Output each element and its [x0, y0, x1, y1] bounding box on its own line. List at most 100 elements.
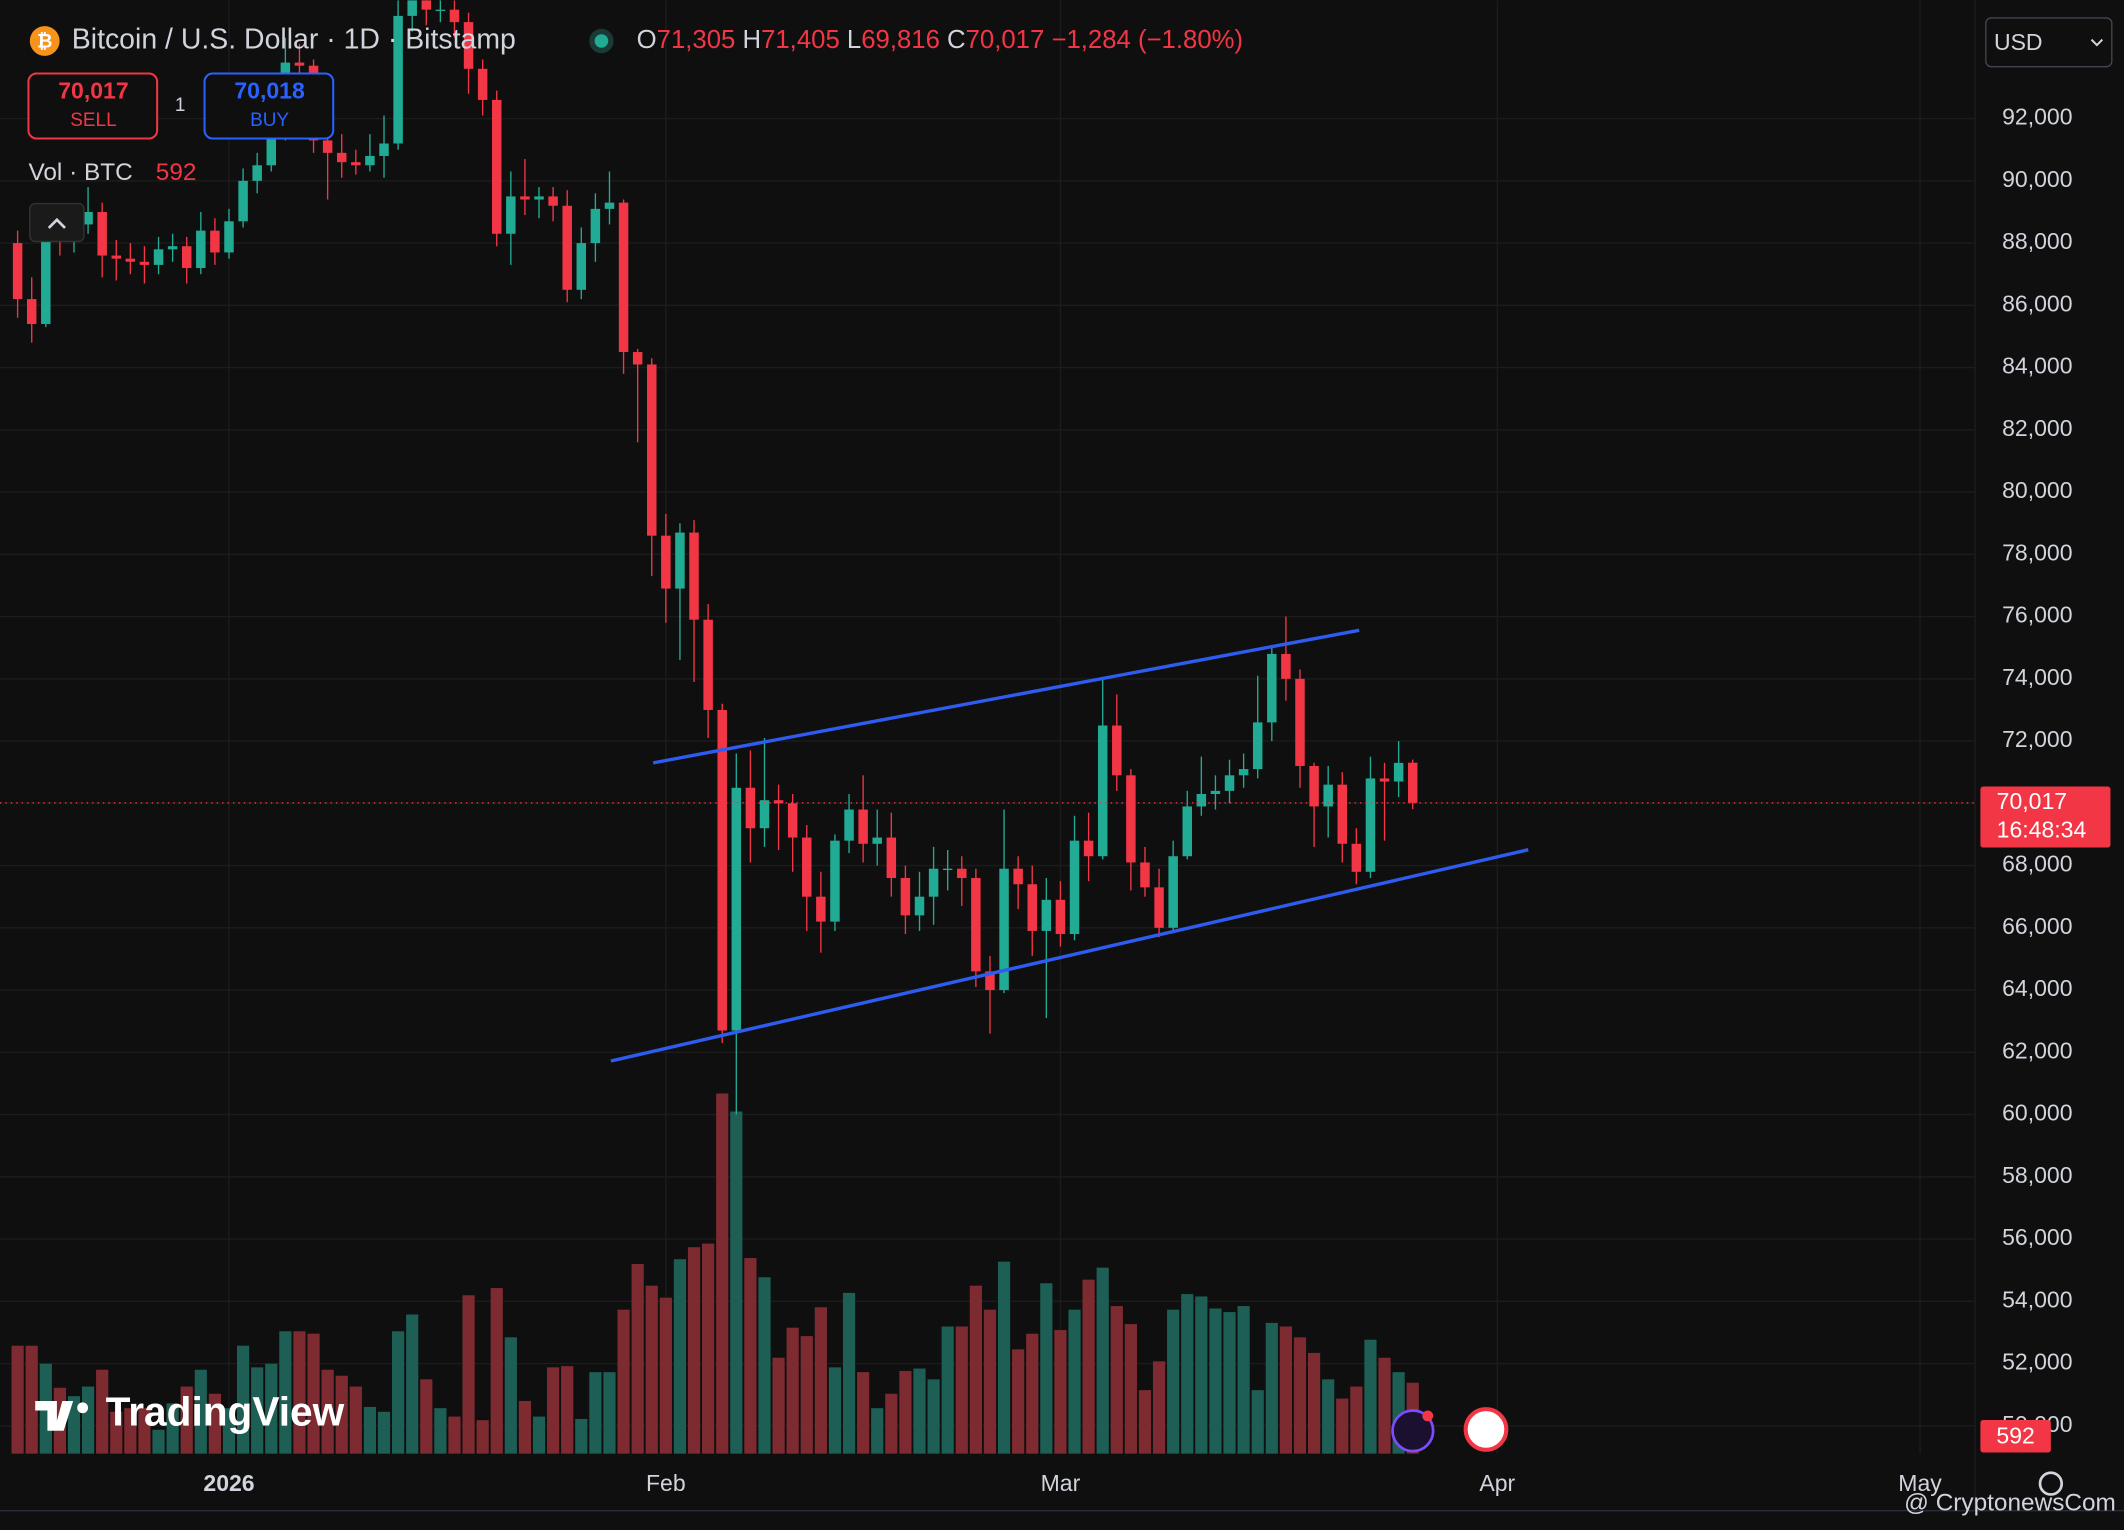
volume-bar [236, 1345, 250, 1454]
candle-body [562, 205, 572, 290]
volume-bar [1181, 1294, 1194, 1454]
volume-bar [532, 1416, 546, 1454]
x-tick-label: Mar [1041, 1470, 1081, 1496]
candle-body [548, 196, 558, 206]
assistant-icon[interactable] [1391, 1409, 1435, 1453]
candle-body [167, 246, 178, 250]
candle-body [393, 15, 403, 144]
volume-bar [166, 1403, 179, 1454]
candle-body [12, 243, 23, 300]
volume-bar [1195, 1296, 1208, 1454]
volume-bar [800, 1336, 813, 1454]
candle-body [632, 352, 643, 365]
buy-button[interactable] [203, 72, 335, 140]
candle-body [477, 68, 488, 100]
volume-bar [96, 1369, 109, 1454]
volume-bar [589, 1372, 602, 1454]
candle-body [590, 208, 601, 244]
candle-body [294, 62, 305, 66]
currency: USD [1994, 29, 2043, 55]
volume-value-box [1980, 1419, 2051, 1453]
candle-body [520, 196, 530, 200]
buy-label: BUY [250, 110, 289, 131]
y-tick-label: 74,000 [2002, 664, 2072, 690]
candle-body [886, 837, 897, 879]
volume-bar [208, 1393, 221, 1454]
candle-body [844, 809, 854, 841]
candle-body [1027, 884, 1037, 931]
volume-bar [547, 1367, 560, 1454]
change: −1,284 (−1.80%) [1051, 26, 1243, 54]
candle-body [985, 971, 995, 991]
candle-body [83, 211, 93, 225]
candle-body [181, 246, 192, 268]
y-tick-label: 78,000 [2002, 539, 2072, 565]
volume-bar [1110, 1306, 1123, 1454]
candle-body [1083, 840, 1094, 857]
candle-body [802, 837, 812, 897]
y-tick-label: 56,000 [2002, 1224, 2072, 1250]
candle-body [999, 868, 1009, 991]
volume-bar [222, 1408, 236, 1454]
volume-bar [420, 1379, 433, 1454]
candle-body [1210, 790, 1221, 794]
volume-pane [11, 1093, 1419, 1454]
volume-bar [293, 1331, 306, 1454]
y-tick-label: 66,000 [2002, 913, 2072, 939]
candle-body [703, 619, 713, 710]
ohlc-value: 71,305 [657, 26, 736, 54]
region-flag-icon[interactable] [1463, 1407, 1509, 1452]
logo-dot [77, 1402, 89, 1414]
volume-bar [1279, 1326, 1292, 1454]
coin-icon [29, 26, 60, 56]
candle-body [224, 221, 234, 253]
volume-bar [251, 1367, 264, 1454]
volume-bar [392, 1331, 405, 1454]
candle-body [1140, 862, 1150, 888]
volume-bar [1026, 1333, 1039, 1454]
settings-icon[interactable] [2038, 1471, 2064, 1496]
candle-body [1267, 653, 1277, 723]
volume-bar [1124, 1324, 1137, 1454]
candle-body [1407, 762, 1418, 803]
ohlc-value: 71,405 [761, 26, 840, 54]
ohlc-value: 70,017 [966, 26, 1045, 54]
candle-body [745, 787, 756, 829]
candle-body [1013, 868, 1023, 885]
candle-body [153, 249, 164, 265]
candle-body [900, 878, 911, 916]
volume-bar [476, 1420, 489, 1454]
candle-body [41, 236, 51, 325]
candle-body [196, 230, 206, 268]
volume-bar [363, 1406, 377, 1454]
volume-bar [335, 1375, 348, 1454]
candle-body [26, 299, 37, 325]
candle-body [1309, 765, 1319, 807]
volume-bar [927, 1379, 940, 1454]
collapse-button[interactable] [29, 202, 85, 243]
candle-body [1337, 784, 1348, 844]
candle-body [872, 837, 882, 844]
candle-body [1126, 775, 1136, 863]
trendline [610, 848, 1529, 1063]
volume-bar [955, 1326, 968, 1454]
volume-bar [462, 1295, 475, 1454]
volume-bar [871, 1408, 884, 1454]
sell-button[interactable] [27, 72, 159, 140]
candle-body [1168, 856, 1178, 928]
candle-body [210, 230, 220, 253]
volume-bar [997, 1261, 1011, 1454]
volume-bar [124, 1408, 137, 1454]
volume-bar [1251, 1390, 1264, 1454]
volume-bar [349, 1386, 362, 1454]
y-tick-label: 64,000 [2002, 975, 2072, 1001]
candle-body [830, 840, 840, 922]
y-tick-label: 72,000 [2002, 726, 2072, 752]
x-tick-label: 2026 [203, 1470, 254, 1496]
ohlc-key: L [847, 26, 861, 54]
currency-select[interactable] [1985, 17, 2113, 68]
y-tick-label: 62,000 [2002, 1037, 2072, 1063]
candle-body [773, 800, 784, 804]
symbol[interactable]: Bitcoin / U.S. Dollar · 1D · Bitstamp [72, 23, 516, 55]
